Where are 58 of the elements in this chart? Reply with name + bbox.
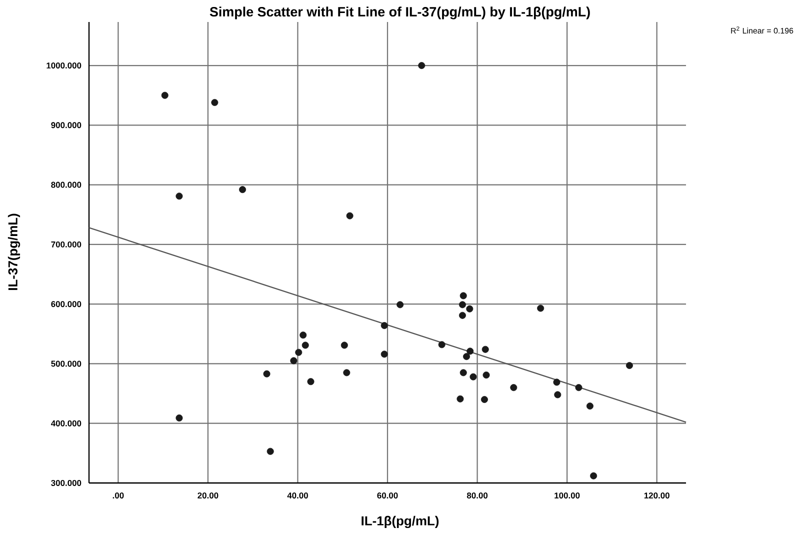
x-tick-label: 20.00 <box>198 492 218 498</box>
point <box>466 305 474 312</box>
chart-title: Simple Scatter with Fit Line of IL-37(pg/mL) by IL-1β(pg/mL) <box>210 6 590 20</box>
point <box>307 378 314 386</box>
point <box>463 353 470 360</box>
point <box>480 396 488 403</box>
point <box>553 378 560 386</box>
x-tick-label: 40.00 <box>287 492 308 498</box>
y-tick-label: 400.000 <box>51 420 82 426</box>
point <box>438 341 446 348</box>
x-tick-label: 120.00 <box>644 492 670 498</box>
point <box>396 301 404 308</box>
point <box>239 186 246 194</box>
point <box>482 372 490 379</box>
point <box>470 373 477 380</box>
y-tick-label: 600.000 <box>51 301 82 308</box>
point <box>300 332 307 339</box>
point <box>482 346 489 353</box>
point <box>460 369 467 376</box>
point <box>590 472 598 480</box>
x-tick-label: .00 <box>112 492 124 498</box>
point <box>176 414 183 422</box>
point <box>510 384 518 392</box>
point <box>176 192 183 200</box>
point <box>418 62 426 70</box>
point <box>380 322 388 330</box>
point <box>575 384 582 392</box>
point <box>456 395 464 402</box>
y-tick-label: 900.000 <box>51 122 82 128</box>
y-tick-label: 700.000 <box>51 241 82 248</box>
point <box>211 98 218 106</box>
x-tick-label: 60.00 <box>377 492 398 498</box>
x-axis-title: IL-1β(pg/mL) <box>362 516 439 528</box>
point <box>161 92 168 99</box>
point <box>466 348 474 355</box>
point <box>380 350 388 358</box>
point <box>586 402 594 410</box>
point <box>266 448 274 455</box>
point <box>295 348 302 356</box>
point <box>554 391 562 398</box>
point <box>458 301 466 308</box>
y-tick-label: 1000.000 <box>46 62 82 69</box>
point <box>263 370 270 378</box>
y-tick-label: 800.000 <box>51 182 82 188</box>
point <box>340 342 348 349</box>
y-tick-label: 500.000 <box>51 360 82 367</box>
point <box>458 312 466 319</box>
point <box>346 212 354 220</box>
x-tick-label: 100.00 <box>554 492 580 498</box>
point <box>460 292 467 300</box>
point <box>290 357 298 364</box>
point <box>343 369 350 376</box>
point <box>626 362 633 369</box>
y-axis-title: IL-37(pg/mL) <box>8 214 20 290</box>
point <box>537 304 544 312</box>
point <box>302 342 309 349</box>
y-tick-label: 300.000 <box>51 480 82 486</box>
x-tick-label: 80.00 <box>466 492 488 498</box>
